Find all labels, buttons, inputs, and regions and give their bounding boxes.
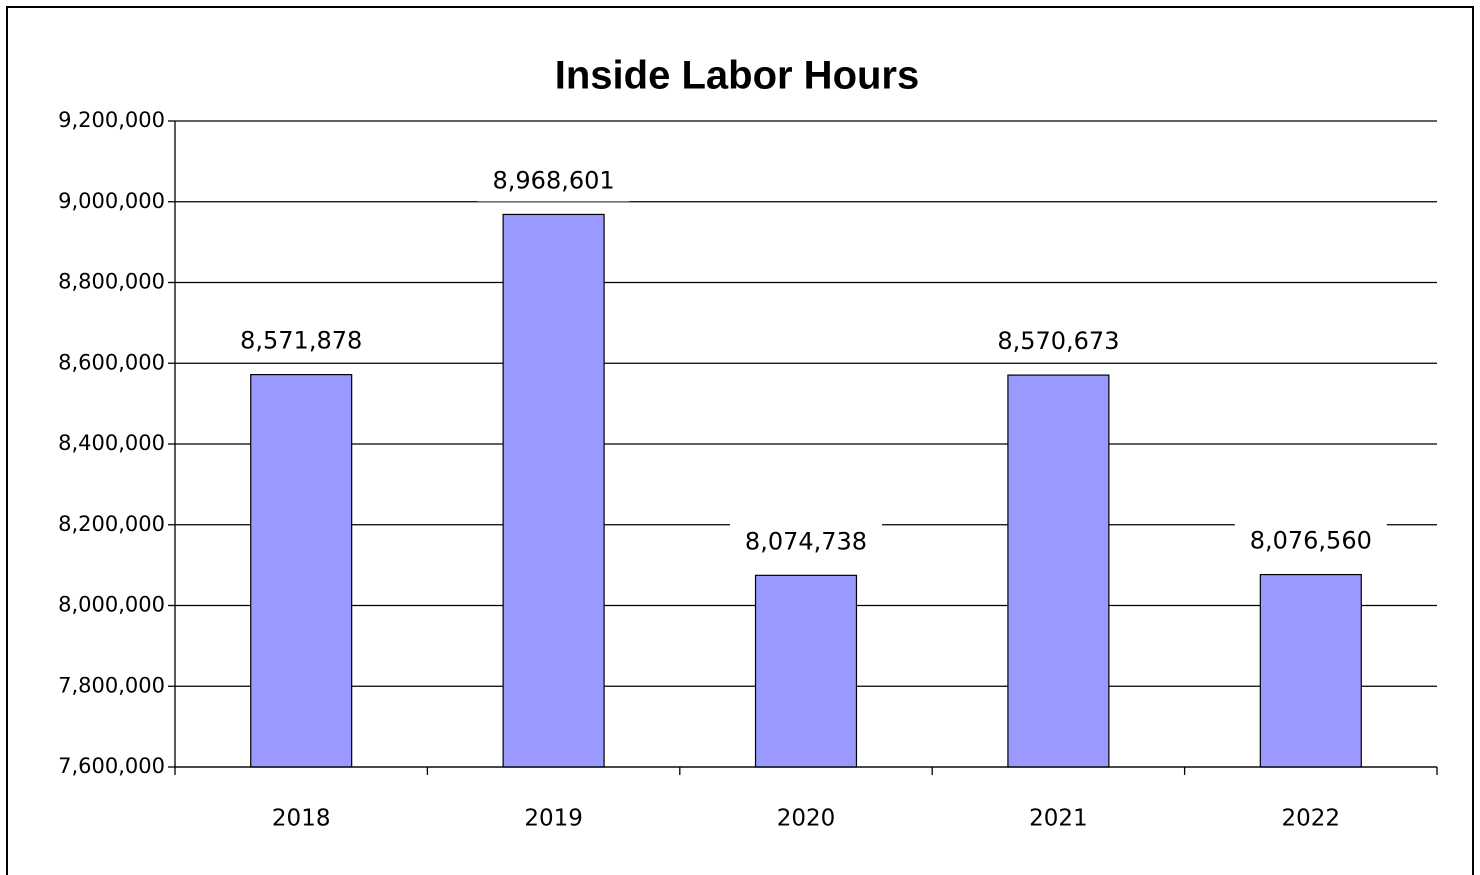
bar [1007,374,1110,768]
bar [250,374,353,768]
y-tick-label: 8,400,000 [58,431,165,455]
x-tick-label: 2018 [272,806,331,832]
x-tick-label: 2021 [1029,806,1088,832]
x-tick-label: 2019 [524,806,583,832]
y-tick-label: 7,600,000 [58,754,165,778]
bar [1259,573,1362,768]
y-tick-label: 8,600,000 [58,350,165,374]
value-label: 8,968,601 [493,166,615,194]
y-tick-label: 8,200,000 [58,512,165,536]
chart-title: Inside Labor Hours [555,54,920,98]
value-label-background [1234,521,1387,562]
value-label: 8,074,738 [745,527,867,555]
y-tick-label: 9,200,000 [58,108,165,132]
value-label-background [225,321,378,362]
y-tick-label: 8,800,000 [58,270,165,294]
y-tick-label: 9,000,000 [58,189,165,213]
x-tick-label: 2020 [777,806,836,832]
chart-border [6,6,1474,875]
value-label-background [730,522,882,563]
y-tick-label: 7,800,000 [58,673,165,697]
value-label: 8,076,560 [1250,527,1372,555]
bar [754,574,858,768]
value-label-background [477,161,630,202]
y-tick-label: 8,000,000 [58,593,165,617]
x-tick-label: 2022 [1282,806,1341,832]
value-label: 8,570,673 [997,327,1119,355]
bar [502,213,605,768]
value-label: 8,571,878 [240,327,362,355]
value-label-background [982,322,1135,363]
